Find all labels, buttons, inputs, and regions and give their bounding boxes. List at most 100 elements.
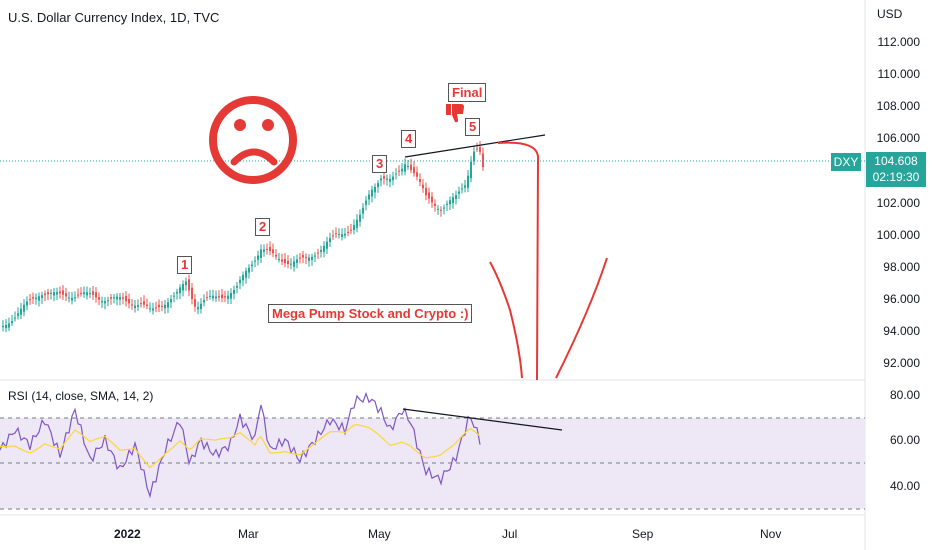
candle-body bbox=[86, 292, 88, 296]
candle-body bbox=[38, 296, 40, 301]
candle-body bbox=[401, 168, 403, 172]
price-tick: 98.000 bbox=[883, 260, 920, 274]
candle-body bbox=[293, 261, 295, 267]
candle-body bbox=[62, 290, 64, 295]
candle-body bbox=[392, 176, 394, 181]
candle-body bbox=[290, 263, 292, 265]
wave-label-4[interactable]: 4 bbox=[401, 130, 417, 148]
candle-body bbox=[353, 225, 355, 231]
wave-label-1[interactable]: 1 bbox=[177, 256, 193, 274]
candle-body bbox=[59, 291, 61, 294]
candle-body bbox=[221, 294, 223, 299]
candle-body bbox=[215, 296, 217, 299]
candle-body bbox=[383, 176, 385, 179]
candle-body bbox=[464, 185, 466, 188]
candle-body bbox=[347, 231, 349, 233]
rsi-tick: 60.00 bbox=[889, 433, 920, 447]
candle-body bbox=[47, 292, 49, 295]
candle-body bbox=[437, 208, 439, 210]
candle-body bbox=[8, 323, 10, 328]
candle-body bbox=[77, 294, 79, 296]
candle-body bbox=[110, 297, 112, 299]
candle-body bbox=[230, 293, 232, 299]
candle-body bbox=[188, 279, 190, 291]
candle-body bbox=[458, 191, 460, 194]
candle-body bbox=[467, 175, 469, 188]
candle-body bbox=[413, 167, 415, 174]
candle-body bbox=[386, 178, 388, 180]
price-tick: 92.000 bbox=[883, 356, 920, 370]
candle-body bbox=[449, 200, 451, 205]
candle-body bbox=[356, 219, 358, 228]
candle-body bbox=[245, 270, 247, 278]
candle-body bbox=[56, 292, 58, 295]
candle-body bbox=[431, 196, 433, 203]
candle-body bbox=[389, 179, 391, 182]
wave-trend-line bbox=[404, 134, 546, 158]
parabola-left bbox=[489, 261, 523, 379]
candle-body bbox=[407, 165, 409, 167]
rsi-line bbox=[0, 391, 481, 499]
candle-body bbox=[416, 172, 418, 177]
candle-body bbox=[344, 233, 346, 236]
rsi-ma-line bbox=[0, 424, 481, 469]
candle-body bbox=[260, 249, 262, 258]
candle-body bbox=[20, 308, 22, 315]
candle-body bbox=[209, 295, 211, 297]
candle-body bbox=[200, 303, 202, 310]
candle-body bbox=[461, 188, 463, 190]
candle-body bbox=[395, 173, 397, 175]
candle-body bbox=[242, 274, 244, 281]
candle-body bbox=[68, 297, 70, 299]
candle-body bbox=[89, 293, 91, 295]
current-price-badge: 104.608 02:19:30 bbox=[866, 152, 926, 187]
candle-body bbox=[281, 259, 283, 262]
candle-body bbox=[227, 295, 229, 299]
candle-body bbox=[302, 255, 304, 258]
candle-body bbox=[203, 300, 205, 303]
candle-body bbox=[254, 260, 256, 262]
candle-body bbox=[185, 281, 187, 286]
candle-body bbox=[362, 207, 364, 214]
wave-label-3[interactable]: 3 bbox=[372, 155, 388, 173]
candle-body bbox=[65, 293, 67, 297]
price-tick: 96.000 bbox=[883, 292, 920, 306]
candlesticks bbox=[2, 141, 484, 333]
candle-body bbox=[149, 308, 151, 310]
candle-body bbox=[332, 235, 334, 237]
candle-body bbox=[410, 164, 412, 171]
candle-body bbox=[137, 305, 139, 307]
price-tick: 112.000 bbox=[877, 35, 921, 49]
candle-body bbox=[305, 257, 307, 259]
candle-body bbox=[128, 298, 130, 304]
time-tick: Jul bbox=[502, 527, 518, 541]
candle-body bbox=[122, 297, 124, 299]
price-tick: 100.000 bbox=[876, 228, 920, 242]
price-tick: 108.000 bbox=[876, 99, 920, 113]
candle-body bbox=[359, 214, 361, 222]
candle-body bbox=[350, 229, 352, 231]
candle-body bbox=[113, 297, 115, 299]
candle-body bbox=[26, 301, 28, 306]
candle-body bbox=[53, 292, 55, 296]
candle-body bbox=[218, 296, 220, 298]
candle-body bbox=[170, 299, 172, 303]
candle-body bbox=[101, 301, 103, 303]
pump-text-note[interactable]: Mega Pump Stock and Crypto :) bbox=[268, 304, 473, 323]
candle-body bbox=[125, 296, 127, 302]
wave-label-5[interactable]: 5 bbox=[465, 118, 481, 136]
candle-body bbox=[11, 321, 13, 324]
wave-label-2[interactable]: 2 bbox=[255, 218, 271, 236]
candle-body bbox=[44, 293, 46, 296]
candle-body bbox=[116, 296, 118, 300]
rsi-title: RSI (14, close, SMA, 14, 2) bbox=[8, 389, 154, 403]
candle-body bbox=[74, 297, 76, 299]
time-tick: Nov bbox=[760, 527, 782, 541]
candle-body bbox=[119, 297, 121, 300]
candle-body bbox=[32, 297, 34, 299]
candle-body bbox=[428, 192, 430, 199]
candle-body bbox=[158, 304, 160, 308]
final-label[interactable]: Final bbox=[448, 83, 487, 102]
candle-body bbox=[338, 233, 340, 235]
